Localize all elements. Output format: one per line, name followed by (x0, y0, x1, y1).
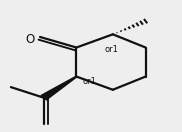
Text: O: O (25, 33, 35, 46)
Text: or1: or1 (83, 77, 97, 86)
Polygon shape (41, 76, 77, 100)
Text: or1: or1 (105, 45, 118, 54)
